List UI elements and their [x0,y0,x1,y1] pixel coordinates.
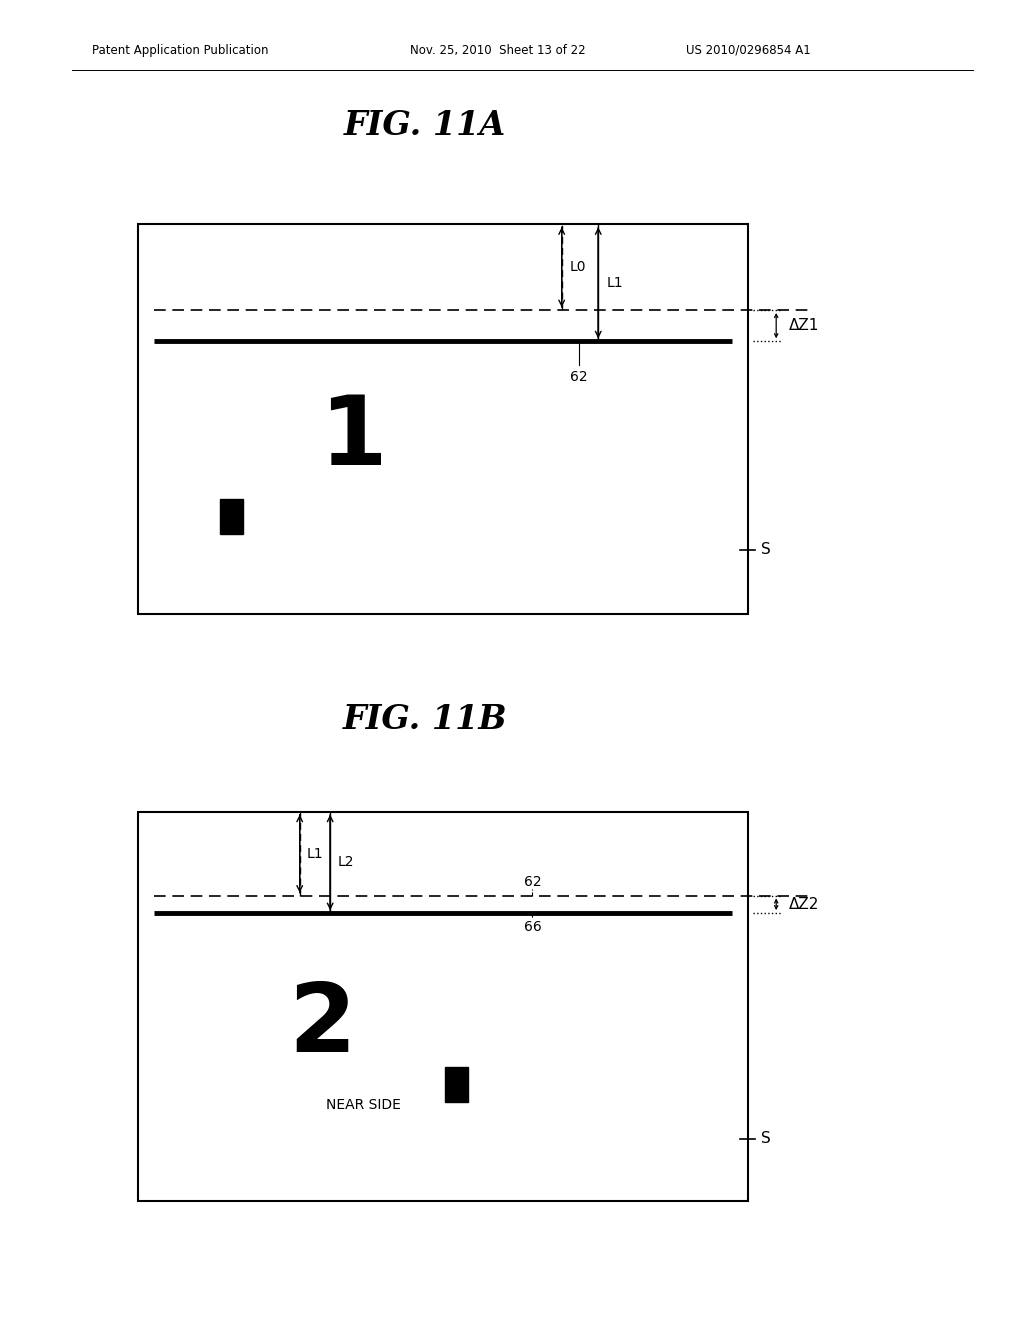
Text: NEAR SIDE: NEAR SIDE [326,1098,401,1111]
Text: 66: 66 [523,920,542,933]
Text: L0: L0 [570,260,587,275]
Text: Patent Application Publication: Patent Application Publication [92,44,268,57]
Bar [445,1067,468,1102]
Text: US 2010/0296854 A1: US 2010/0296854 A1 [686,44,811,57]
Bar [138,812,748,1201]
Text: L1: L1 [307,846,324,861]
Text: FIG. 11B: FIG. 11B [343,702,507,737]
Text: S: S [761,1131,771,1146]
Text: S: S [761,543,771,557]
Text: FIG. 11A: FIG. 11A [344,108,506,141]
Text: 2: 2 [289,979,356,1072]
Text: 1: 1 [319,392,387,484]
Text: Nov. 25, 2010  Sheet 13 of 22: Nov. 25, 2010 Sheet 13 of 22 [410,44,586,57]
Text: L2: L2 [337,855,354,870]
Text: ΔZ2: ΔZ2 [788,896,819,912]
Text: 62: 62 [523,875,542,888]
Text: L1: L1 [606,276,623,290]
Text: 62: 62 [569,370,588,384]
Bar [220,499,243,535]
Text: ΔZ1: ΔZ1 [788,318,819,333]
Bar [138,224,748,614]
